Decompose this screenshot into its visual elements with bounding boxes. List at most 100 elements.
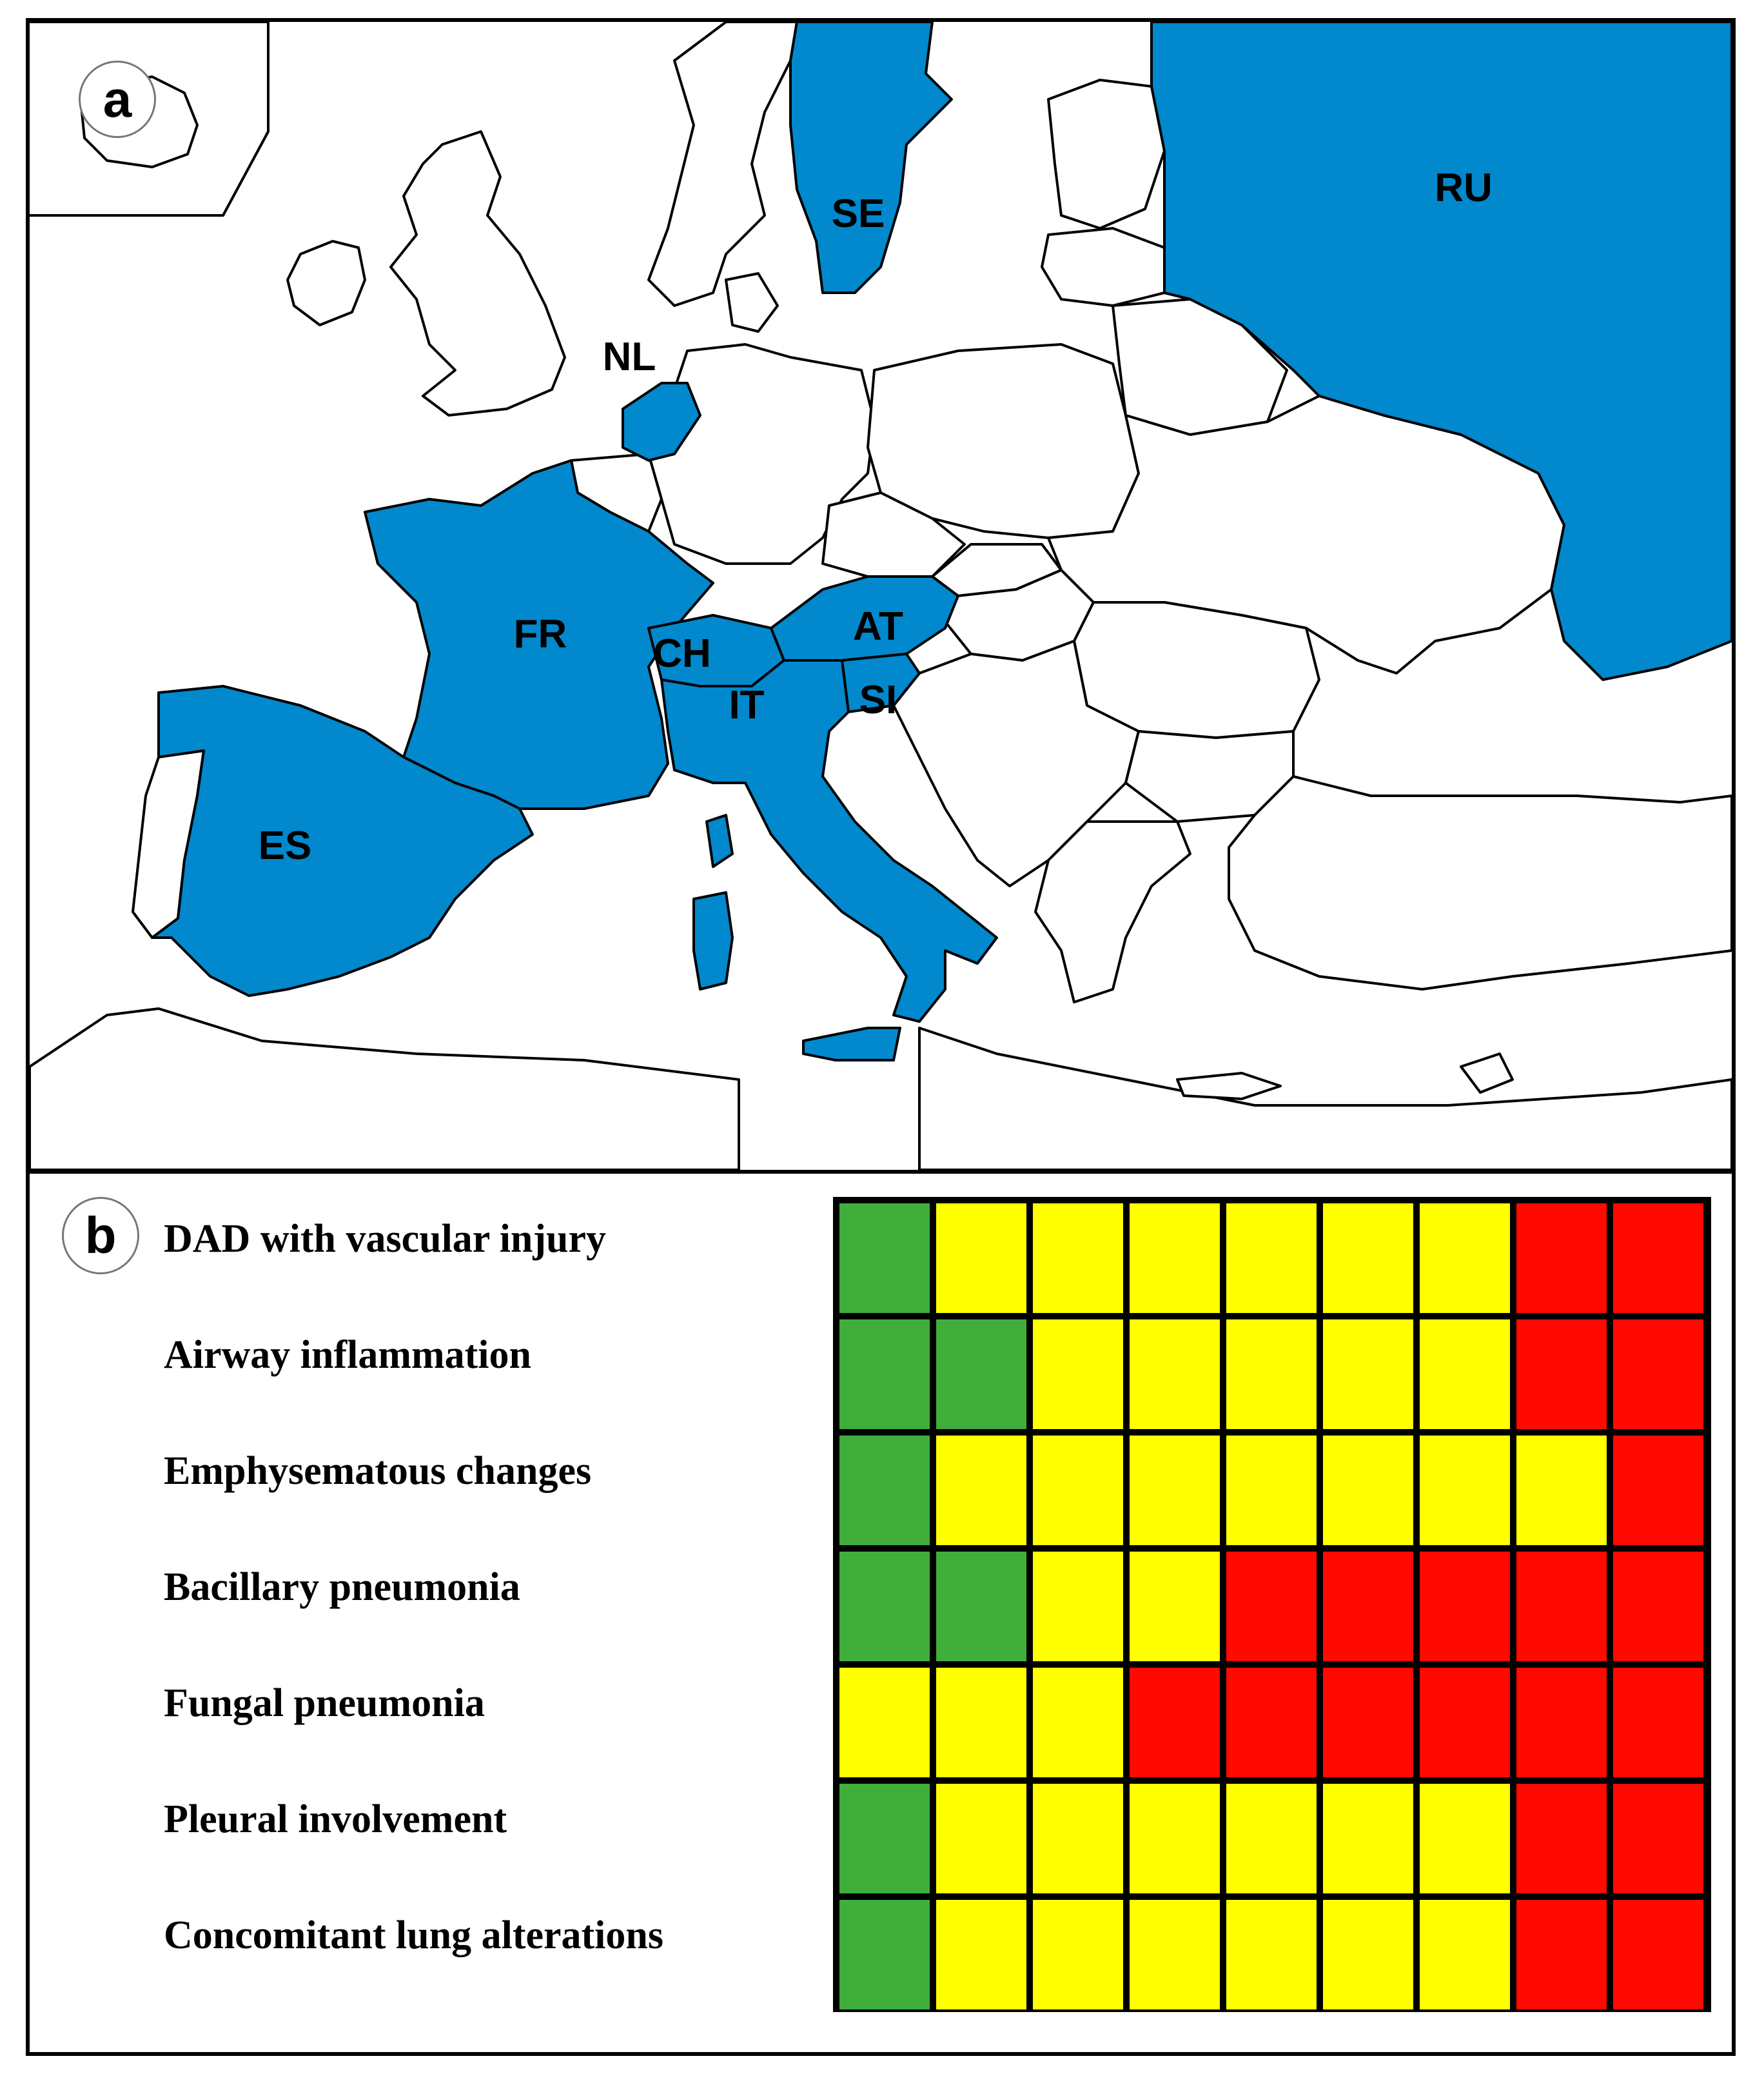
heatmap-cell <box>1613 1436 1703 1545</box>
heatmap-cell <box>1613 1784 1703 1893</box>
country-russia <box>1150 22 1732 681</box>
heatmap-cell <box>839 1436 930 1545</box>
heatmap-cell <box>1033 1784 1123 1893</box>
label-ru: RU <box>1435 166 1493 210</box>
heatmap-cell <box>1130 1436 1220 1545</box>
finland <box>1047 79 1166 230</box>
heatmap-cell <box>1033 1203 1123 1313</box>
heatmap-cell <box>1613 1900 1703 2009</box>
heatmap-cell <box>1516 1319 1607 1429</box>
iceland-inset-frame <box>30 22 270 217</box>
panel-b-heatmap: b DAD with vascular injury Airway inflam… <box>30 1174 1732 2052</box>
heatmap-cell <box>1613 1668 1703 1777</box>
europe-map: SE RU NL FR CH AT SI IT ES <box>30 22 1732 1170</box>
label-it: IT <box>729 683 764 727</box>
heatmap-cell <box>1516 1900 1607 2009</box>
heatmap-cell <box>1130 1203 1220 1313</box>
label-si: SI <box>859 678 897 722</box>
heatmap-cell <box>936 1319 1026 1429</box>
ireland <box>286 240 366 326</box>
heatmap-cell <box>839 1668 930 1777</box>
heatmap-cell <box>1420 1203 1510 1313</box>
heatmap-cell <box>1613 1552 1703 1661</box>
figure-frame <box>26 18 1736 2056</box>
heatmap-cell <box>1323 1784 1413 1893</box>
heatmap-cell <box>936 1784 1026 1893</box>
highlighted-countries <box>151 22 1732 1061</box>
heatmap-cell <box>1130 1552 1220 1661</box>
heatmap-cell <box>839 1784 930 1893</box>
baltic-states <box>1041 227 1166 307</box>
denmark <box>725 272 779 333</box>
row-label: DAD with vascular injury <box>164 1217 607 1261</box>
heatmap-cell <box>1420 1319 1510 1429</box>
country-italy-sicily <box>802 1027 901 1061</box>
heatmap-cell <box>1420 1552 1510 1661</box>
heatmap-cell <box>1613 1203 1703 1313</box>
heatmap-cell <box>1323 1552 1413 1661</box>
heatmap-cell <box>1226 1203 1317 1313</box>
heatmap-cell <box>1323 1900 1413 2009</box>
cyprus <box>1460 1052 1514 1094</box>
row-label: Concomitant lung alterations <box>164 1913 663 1957</box>
heatmap-cell <box>1226 1436 1317 1545</box>
panel-b-letter: b <box>62 1197 139 1274</box>
czechia <box>821 491 966 578</box>
heatmap-cell <box>1033 1552 1123 1661</box>
heatmap-cell <box>1130 1900 1220 2009</box>
row-label: Emphysematous changes <box>164 1449 592 1493</box>
heatmap-cell <box>1420 1436 1510 1545</box>
row-label: Fungal pneumonia <box>164 1681 485 1725</box>
heatmap-cell <box>1323 1319 1413 1429</box>
heatmap-cell <box>1033 1319 1123 1429</box>
heatmap-cell <box>1033 1900 1123 2009</box>
heatmap-cell <box>936 1552 1026 1661</box>
heatmap-cell <box>839 1319 930 1429</box>
heatmap-cell <box>1323 1203 1413 1313</box>
label-ch: CH <box>653 631 711 676</box>
country-france-corsica <box>705 814 734 868</box>
heatmap-cell <box>1613 1319 1703 1429</box>
heatmap-cell <box>1420 1900 1510 2009</box>
unhighlighted-countries <box>30 22 1732 1170</box>
panel-a-map: SE RU NL FR CH AT SI IT ES a <box>30 22 1732 1174</box>
crete <box>1176 1072 1282 1100</box>
heatmap-cell <box>936 1203 1026 1313</box>
heatmap-cell <box>1226 1668 1317 1777</box>
heatmap-cell <box>1130 1668 1220 1777</box>
heatmap-cell <box>839 1203 930 1313</box>
great-britain <box>389 130 566 417</box>
heatmap-cell <box>1226 1784 1317 1893</box>
label-nl: NL <box>603 335 656 379</box>
heatmap-cell <box>1033 1668 1123 1777</box>
heatmap-cell <box>1516 1784 1607 1893</box>
heatmap-cell <box>1226 1319 1317 1429</box>
label-se: SE <box>832 192 885 236</box>
heatmap-cell <box>1130 1319 1220 1429</box>
heatmap-cell <box>936 1436 1026 1545</box>
heatmap-cell <box>1226 1900 1317 2009</box>
country-italy-sardinia <box>692 891 734 991</box>
heatmap-cell <box>1420 1784 1510 1893</box>
country-france <box>364 459 714 810</box>
label-at: AT <box>853 604 903 649</box>
country-italy <box>660 659 998 1023</box>
heatmap-cell <box>839 1900 930 2009</box>
heatmap-cell <box>1130 1784 1220 1893</box>
heatmap-grid <box>833 1197 1711 2012</box>
country-spain <box>151 685 534 997</box>
row-label: Bacillary pneumonia <box>164 1565 520 1609</box>
panel-a-letter: a <box>79 61 156 138</box>
row-label: Airway inflammation <box>164 1333 532 1377</box>
heatmap-cell <box>1226 1552 1317 1661</box>
heatmap-cell <box>1420 1668 1510 1777</box>
greece <box>1034 820 1191 1003</box>
heatmap-cell <box>1323 1668 1413 1777</box>
label-fr: FR <box>514 612 567 656</box>
heatmap-cell <box>1516 1436 1607 1545</box>
heatmap-cell <box>936 1668 1026 1777</box>
heatmap-cell <box>936 1900 1026 2009</box>
north-africa-west <box>30 1007 740 1170</box>
heatmap-cell <box>1033 1436 1123 1545</box>
